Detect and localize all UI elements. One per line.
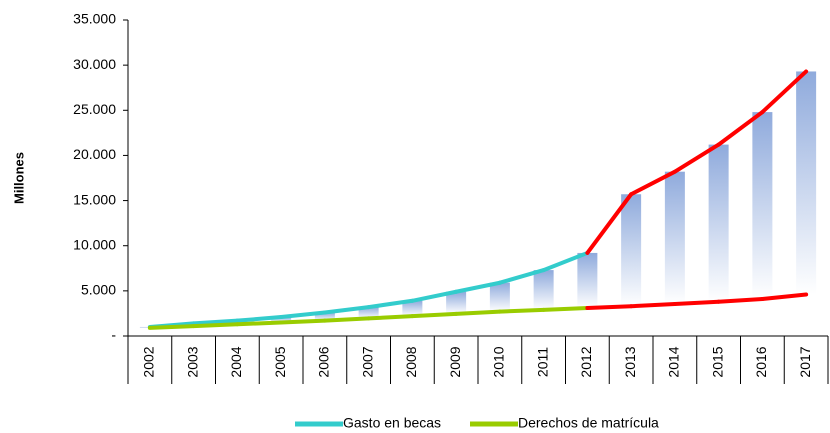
y-tick-label: - bbox=[111, 327, 116, 343]
x-tick-label: 2013 bbox=[622, 346, 638, 377]
x-tick-label: 2008 bbox=[403, 346, 419, 377]
legend-label: Derechos de matrícula bbox=[518, 415, 659, 431]
y-tick-label: 30.000 bbox=[73, 56, 116, 72]
gap-bar bbox=[358, 307, 379, 319]
gap-bar bbox=[577, 252, 598, 309]
line-segment bbox=[191, 322, 240, 329]
y-tick-label: 25.000 bbox=[73, 101, 116, 117]
gap-bar bbox=[271, 317, 292, 323]
line-segment bbox=[672, 299, 721, 306]
gap-bar bbox=[708, 144, 729, 302]
line-segment bbox=[585, 304, 634, 311]
line-segment bbox=[366, 298, 415, 310]
x-tick-label: 2016 bbox=[753, 346, 769, 377]
gap-bar bbox=[489, 282, 510, 312]
y-tick-label: 10.000 bbox=[73, 236, 116, 252]
line-segment bbox=[541, 306, 590, 312]
line-segment bbox=[585, 192, 634, 255]
line-segment bbox=[497, 268, 546, 285]
gap-bar bbox=[621, 194, 642, 307]
x-tick-label: 2002 bbox=[141, 346, 157, 377]
y-tick-label: 35.000 bbox=[73, 11, 116, 27]
line-segment bbox=[629, 169, 677, 197]
line-segment bbox=[322, 305, 371, 315]
x-tick-label: 2009 bbox=[447, 346, 463, 377]
line-segment bbox=[366, 314, 415, 321]
x-tick-label: 2010 bbox=[491, 346, 507, 377]
y-tick-label: 20.000 bbox=[73, 146, 116, 162]
gap-bar bbox=[533, 270, 554, 310]
line-segment bbox=[760, 69, 809, 115]
gap-bar bbox=[752, 112, 773, 299]
x-tick-label: 2003 bbox=[184, 346, 200, 377]
gap-bar bbox=[796, 71, 817, 295]
line-segment bbox=[497, 307, 546, 314]
line-segment bbox=[454, 309, 502, 316]
line-segment bbox=[410, 289, 459, 303]
line-segment bbox=[629, 301, 677, 309]
line-segment bbox=[716, 110, 765, 147]
y-tick-label: 5.000 bbox=[81, 282, 116, 298]
y-axis-label: Millones bbox=[11, 152, 26, 204]
x-tick-label: 2015 bbox=[709, 346, 725, 377]
gap-bar bbox=[664, 171, 685, 304]
x-tick-label: 2004 bbox=[228, 346, 244, 377]
gap-bar bbox=[446, 291, 467, 314]
line-segment bbox=[235, 320, 284, 327]
legend-label: Gasto en becas bbox=[343, 415, 441, 431]
x-tick-label: 2012 bbox=[578, 346, 594, 377]
line-segment bbox=[760, 292, 809, 301]
x-tick-label: 2005 bbox=[272, 346, 288, 377]
line-segment bbox=[541, 250, 590, 273]
gap-bar bbox=[402, 300, 423, 317]
line-segment bbox=[716, 296, 765, 304]
y-tick-label: 15.000 bbox=[73, 191, 116, 207]
line-segment bbox=[147, 324, 196, 330]
line-segment bbox=[454, 280, 502, 294]
line-segment bbox=[279, 318, 327, 325]
x-tick-label: 2014 bbox=[666, 346, 682, 377]
line-segment bbox=[672, 142, 721, 174]
gap-bar bbox=[314, 312, 335, 321]
line-segment bbox=[279, 310, 327, 320]
x-tick-label: 2006 bbox=[316, 346, 332, 377]
line-segment bbox=[322, 316, 371, 323]
line-segment bbox=[235, 315, 284, 323]
line-segment bbox=[410, 311, 459, 319]
x-tick-label: 2007 bbox=[359, 346, 375, 377]
x-tick-label: 2017 bbox=[797, 346, 813, 377]
line-segment bbox=[191, 318, 240, 326]
x-tick-label: 2011 bbox=[534, 347, 550, 377]
